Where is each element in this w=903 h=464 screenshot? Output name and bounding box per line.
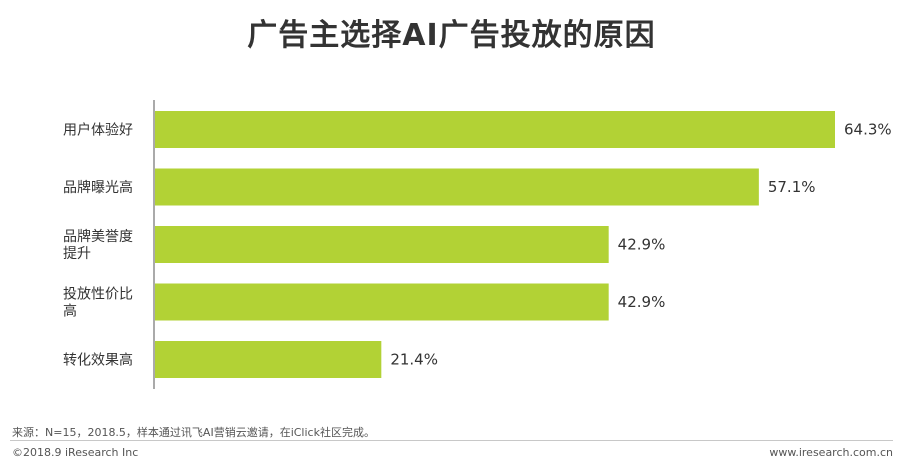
category-label-line: 转化效果高 [63, 352, 133, 369]
category-label-line: 品牌美誉度 [63, 228, 133, 245]
footer-divider [10, 440, 893, 441]
value-label-1: 57.1% [768, 178, 816, 196]
value-label-2: 42.9% [618, 236, 666, 254]
category-label-4: 转化效果高 [63, 352, 133, 369]
value-label-4: 21.4% [390, 351, 438, 369]
bar-4 [155, 341, 382, 378]
category-label-line: 投放性价比 [63, 287, 133, 303]
value-label-3: 42.9% [618, 293, 666, 311]
bar-3 [155, 283, 609, 321]
source-note: 来源：N=15，2018.5，样本通过讯飞AI营销云邀请，在iClick社区完成… [12, 426, 375, 439]
category-label-2: 品牌美誉度提升 [63, 228, 133, 262]
bar-1 [155, 168, 759, 206]
bar-0 [155, 111, 835, 148]
chart-title: 广告主选择AI广告投放的原因 [247, 18, 656, 53]
category-label-3: 投放性价比高 [63, 287, 133, 320]
website-text: www.iresearch.com.cn [769, 446, 893, 459]
bars-group: 64.3% 用户体验好 57.1% 品牌曝光高 42.9% 品牌美誉度提升 42.9% 投放性… [63, 111, 892, 378]
category-label-line: 提升 [63, 246, 91, 262]
copyright-text: ©2018.9 iResearch Inc [12, 446, 139, 459]
bar-2 [155, 226, 609, 263]
category-label-1: 品牌曝光高 [63, 179, 133, 196]
category-label-line: 用户体验好 [63, 122, 133, 139]
category-label-line: 高 [63, 303, 77, 320]
value-label-0: 64.3% [844, 121, 892, 139]
category-label-line: 品牌曝光高 [63, 179, 133, 196]
category-label-0: 用户体验好 [63, 122, 133, 139]
bar-chart: 64.3% 用户体验好 57.1% 品牌曝光高 42.9% 品牌美誉度提升 42.9% 投放性… [63, 100, 892, 389]
